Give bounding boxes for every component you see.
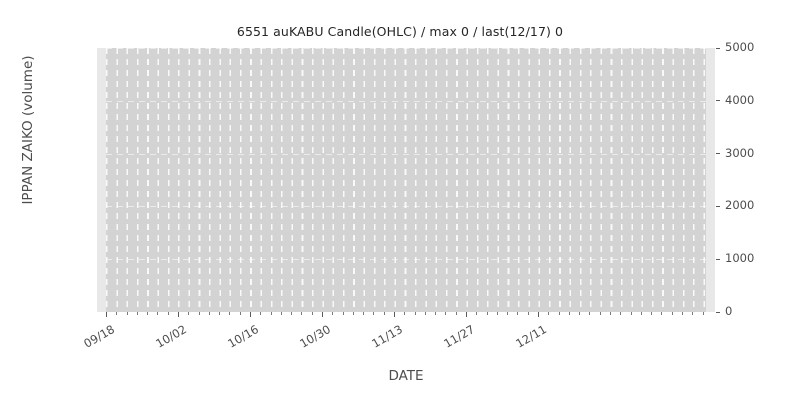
x-tick-minor	[702, 312, 704, 315]
x-tick-label: 10/16	[225, 322, 261, 351]
x-tick-minor	[682, 312, 683, 315]
y-tick-label: 5000	[725, 40, 755, 54]
x-tick-minor	[136, 312, 138, 315]
x-tick-minor	[579, 312, 581, 315]
x-tick-minor	[229, 312, 231, 315]
y-tick-mark	[716, 153, 720, 155]
x-tick-minor	[496, 312, 498, 315]
y-tick-mark	[716, 100, 720, 102]
x-tick-minor	[445, 312, 447, 315]
x-tick-minor	[599, 312, 601, 315]
y-axis-label: IPPAN ZAIKO (volume)	[20, 55, 36, 205]
y-tick-mark	[716, 47, 720, 49]
x-tick-minor	[332, 312, 334, 315]
x-tick-major-10-16	[250, 312, 252, 317]
x-tick-minor	[661, 312, 663, 315]
x-tick-minor	[404, 312, 406, 315]
y-tick-label: 4000	[725, 92, 755, 107]
x-tick-minor	[414, 312, 416, 315]
x-tick-minor	[517, 312, 519, 315]
x-tick-minor	[692, 312, 694, 315]
x-tick-minor	[311, 312, 313, 315]
x-tick-minor	[610, 312, 611, 315]
x-tick-minor	[671, 312, 673, 315]
x-tick-minor	[373, 312, 375, 315]
x-axis-label: DATE	[388, 368, 424, 384]
x-tick-minor	[157, 312, 159, 315]
x-tick-minor	[558, 312, 560, 315]
x-tick-label: 10/02	[153, 322, 189, 351]
x-tick-minor	[651, 312, 653, 315]
x-tick-minor	[527, 312, 529, 315]
x-tick-minor	[620, 312, 622, 315]
x-tick-minor	[568, 312, 570, 315]
x-tick-minor	[486, 312, 488, 315]
y-tick-label: 2000	[725, 198, 755, 213]
y-tick-mark	[716, 205, 720, 207]
x-tick-minor	[342, 312, 344, 315]
vertical-gridlines	[106, 48, 706, 312]
x-tick-major-11-27	[466, 312, 468, 317]
y-tick-label: 0	[725, 304, 733, 318]
x-tick-minor	[198, 312, 200, 315]
x-tick-minor	[280, 312, 282, 315]
y-tick-label: 1000	[725, 251, 755, 266]
x-tick-minor	[301, 312, 303, 315]
x-tick-minor	[270, 312, 272, 315]
x-tick-label: 09/18	[81, 322, 117, 351]
x-tick-major-09-18	[106, 312, 108, 317]
x-tick-label: 11/27	[441, 322, 477, 351]
x-tick-minor	[208, 312, 210, 315]
x-tick-major-11-13	[394, 312, 396, 317]
y-tick-mark	[716, 258, 720, 260]
x-tick-minor	[239, 312, 241, 315]
x-tick-minor	[630, 312, 632, 315]
x-tick-minor	[507, 312, 509, 315]
x-tick-label: 11/13	[369, 322, 405, 351]
x-tick-minor	[640, 312, 642, 315]
x-tick-minor	[383, 312, 385, 315]
x-tick-major-10-02	[178, 312, 180, 317]
x-tick-minor	[188, 312, 190, 315]
x-tick-minor	[548, 312, 550, 315]
plot-area	[97, 48, 715, 312]
x-tick-minor	[147, 312, 149, 315]
plot-data-band	[106, 48, 706, 312]
x-tick-minor	[476, 312, 478, 315]
x-tick-label: 12/11	[513, 322, 549, 351]
x-tick-minor	[167, 312, 169, 315]
x-tick-minor	[291, 312, 293, 315]
y-tick-mark	[716, 311, 720, 313]
x-tick-minor	[363, 312, 365, 315]
x-tick-major-12-11	[538, 312, 540, 317]
chart-title: 6551 auKABU Candle(OHLC) / max 0 / last(…	[236, 24, 564, 39]
x-tick-minor	[352, 312, 354, 315]
x-tick-minor	[589, 312, 591, 315]
x-tick-major-10-30	[322, 312, 324, 317]
x-tick-minor	[435, 312, 437, 315]
x-tick-minor	[126, 312, 128, 315]
y-tick-label: 3000	[725, 145, 755, 160]
x-tick-minor	[116, 312, 118, 315]
x-tick-minor	[260, 312, 262, 315]
x-tick-minor	[219, 312, 221, 315]
x-tick-label: 10/30	[297, 322, 333, 351]
x-tick-minor	[455, 312, 457, 315]
x-tick-minor	[424, 312, 426, 315]
